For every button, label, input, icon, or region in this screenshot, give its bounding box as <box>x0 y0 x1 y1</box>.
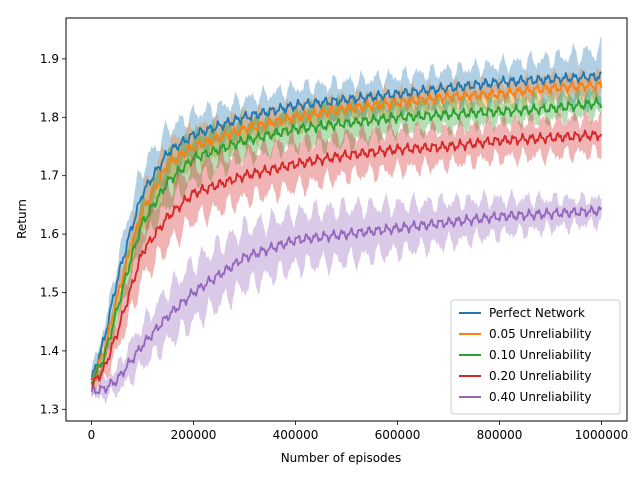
line-0-40-unreliability <box>90 205 603 395</box>
band-0-10-unreliability <box>91 84 602 391</box>
line-0-20-unreliability <box>90 129 603 390</box>
x-tick-label: 600000 <box>375 428 421 442</box>
y-tick-label: 1.3 <box>40 402 59 416</box>
legend: Perfect Network 0.05 Unreliability 0.10 Un… <box>450 299 621 415</box>
band-0-40-unreliability <box>91 188 602 405</box>
y-tick-label: 1.8 <box>40 110 59 124</box>
x-tick-label: 1000000 <box>575 428 628 442</box>
line-perfect-network <box>90 70 603 381</box>
line-0-05-unreliability <box>91 79 603 381</box>
y-tick-label: 1.4 <box>40 344 59 358</box>
y-axis-label: Return <box>15 199 29 239</box>
legend-label-perfect-network: Perfect Network <box>489 306 585 320</box>
y-tick-label: 1.5 <box>40 286 59 300</box>
legend-label-0-40-unreliability: 0.40 Unreliability <box>489 390 591 404</box>
x-tick-label: 400000 <box>273 428 319 442</box>
x-axis-label: Number of episodes <box>281 451 402 465</box>
x-tick-label: 0 <box>88 428 96 442</box>
x-axis-ticks: 0 200000 400000 600000 800000 1000000 <box>88 421 628 442</box>
y-axis-ticks: 1.3 1.4 1.5 1.6 1.7 1.8 1.9 <box>40 52 66 416</box>
x-tick-label: 800000 <box>477 428 523 442</box>
legend-box <box>450 299 621 415</box>
series-lines <box>90 70 603 395</box>
y-tick-label: 1.6 <box>40 227 59 241</box>
band-0-05-unreliability <box>91 67 602 388</box>
plot-frame <box>65 17 628 422</box>
legend-label-0-20-unreliability: 0.20 Unreliability <box>489 369 591 383</box>
x-tick-label: 200000 <box>171 428 217 442</box>
legend-label-0-10-unreliability: 0.10 Unreliability <box>489 348 591 362</box>
line-0-10-unreliability <box>90 96 603 387</box>
legend-label-0-05-unreliability: 0.05 Unreliability <box>489 327 591 341</box>
y-tick-label: 1.9 <box>40 52 59 66</box>
y-tick-label: 1.7 <box>40 169 59 183</box>
